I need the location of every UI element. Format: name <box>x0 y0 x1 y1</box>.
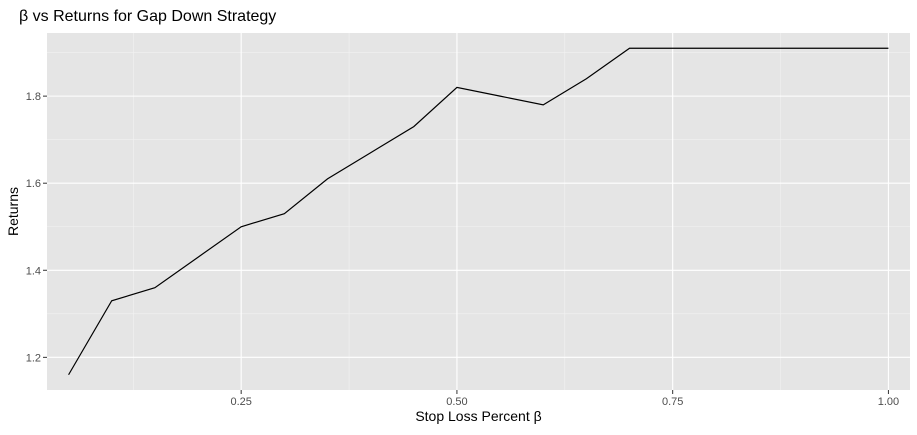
x-axis: 0.25 0.50 0.75 1.00 <box>230 390 899 408</box>
y-axis: 1.2 1.4 1.6 1.8 <box>26 91 47 364</box>
x-tick-label: 1.00 <box>878 396 899 408</box>
minor-grid <box>47 33 910 390</box>
y-axis-title: Returns <box>5 187 21 236</box>
y-tick-label: 1.2 <box>26 352 41 364</box>
major-grid <box>47 33 910 390</box>
chart-title: β vs Returns for Gap Down Strategy <box>19 8 276 25</box>
series-group <box>68 47 889 376</box>
y-tick-label: 1.6 <box>26 178 41 190</box>
x-tick-label: 0.50 <box>446 396 467 408</box>
returns-series-line <box>68 47 889 376</box>
x-axis-title: Stop Loss Percent β <box>415 408 541 424</box>
x-tick-label: 0.25 <box>230 396 251 408</box>
plot-panel <box>47 33 910 390</box>
y-tick-label: 1.8 <box>26 91 41 103</box>
y-tick-label: 1.4 <box>26 265 41 277</box>
x-tick-label: 0.75 <box>662 396 683 408</box>
